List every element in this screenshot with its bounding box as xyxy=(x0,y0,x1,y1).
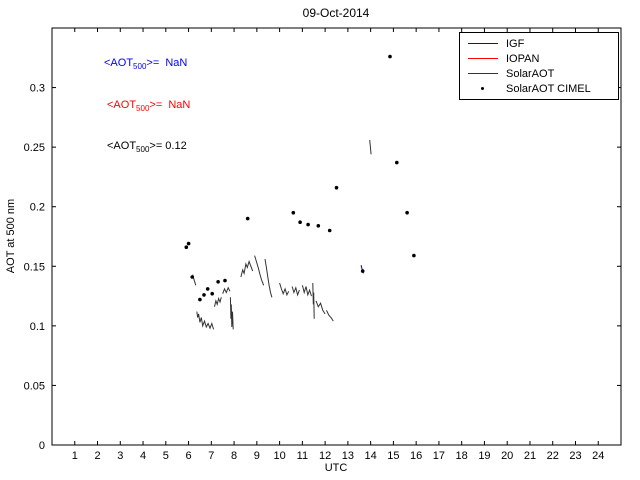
y-tick-label: 0.15 xyxy=(24,261,45,273)
solaraot-line-segment xyxy=(312,282,315,319)
x-tick-label: 18 xyxy=(456,450,468,462)
solaraot-cimel-point xyxy=(298,220,302,224)
x-tick-label: 19 xyxy=(478,450,490,462)
solaraot-line-segment xyxy=(291,286,300,297)
solaraot-line-segment xyxy=(279,282,290,297)
x-tick-label: 10 xyxy=(273,450,285,462)
solaraot-cimel-point xyxy=(205,287,210,291)
solaraot-cimel-point xyxy=(412,253,416,258)
legend-label: IOPAN xyxy=(506,52,540,65)
solaraot-line-segment xyxy=(222,286,231,294)
legend-item-solaraot: SolarAOT xyxy=(460,66,618,81)
x-tick-label: 8 xyxy=(231,450,237,462)
aot500-mean-annotation-solaraot: <AOT500>= 0.12 xyxy=(107,140,187,154)
annotation-value: >= NaN xyxy=(146,57,188,69)
solaraot-cimel-point xyxy=(291,210,296,215)
solaraot-cimel-point xyxy=(327,228,332,233)
solaraot-line-segment xyxy=(369,139,372,155)
legend-label: SolarAOT xyxy=(506,67,555,80)
solaraot-cimel-point xyxy=(210,291,214,296)
solaraot-line-segment xyxy=(315,300,326,315)
x-tick-label: 11 xyxy=(297,450,308,462)
axes-box xyxy=(51,27,622,446)
solaraot-cimel-point xyxy=(202,293,206,297)
y-tick-label: 0 xyxy=(39,440,45,452)
x-tick-label: 21 xyxy=(524,450,536,462)
solaraot-line-segment xyxy=(214,296,222,307)
annotation-text: <AOT xyxy=(107,99,137,111)
y-tick-label: 0.3 xyxy=(30,83,45,95)
solaraot-line-segment xyxy=(254,255,265,286)
solaraot-cimel-point xyxy=(186,241,191,246)
x-axis-label: UTC xyxy=(325,462,348,474)
x-tick-label: 5 xyxy=(163,450,169,462)
y-tick-label: 0.1 xyxy=(30,321,45,333)
x-tick-label: 20 xyxy=(501,450,513,462)
x-tick-label: 6 xyxy=(185,450,191,462)
legend-label: SolarAOT CIMEL xyxy=(506,82,591,95)
x-tick-label: 2 xyxy=(94,450,100,462)
solaraot-line-swatch xyxy=(468,73,498,74)
annotation-subscript: 500 xyxy=(136,104,150,114)
solaraot-line-segment xyxy=(196,311,215,330)
x-tick-label: 13 xyxy=(342,450,354,462)
y-axis-label: AOT at 500 nm xyxy=(5,199,17,273)
solaraot-cimel-point xyxy=(360,269,365,273)
legend-item-igf: IGF xyxy=(460,36,618,51)
x-tick-label: 1 xyxy=(72,450,78,462)
solaraot-cimel-point xyxy=(405,210,409,215)
x-tick-label: 15 xyxy=(387,450,399,462)
x-tick-label: 4 xyxy=(140,450,146,462)
annotation-text: <AOT xyxy=(104,57,134,69)
solaraot-line-segment xyxy=(326,310,334,322)
annotation-value: >= 0.12 xyxy=(149,140,187,152)
solaraot-cimel-point xyxy=(395,160,399,165)
solaraot-cimel-point xyxy=(334,185,339,190)
x-tick-label: 17 xyxy=(433,450,445,462)
solaraot-cimel-point xyxy=(190,275,194,279)
annotation-value: >= NaN xyxy=(149,99,191,111)
solaraot-cimel-point xyxy=(245,216,250,221)
x-tick-label: 16 xyxy=(410,450,422,462)
legend-label: IGF xyxy=(506,37,525,50)
plot-title: 09-Oct-2014 xyxy=(303,6,370,20)
x-tick-label: 22 xyxy=(547,450,559,462)
solaraot-cimel-point xyxy=(388,54,392,59)
x-tick-label: 24 xyxy=(592,450,604,462)
y-tick-label: 0.2 xyxy=(30,202,45,214)
legend: IGF IOPAN SolarAOT SolarAOT CIMEL xyxy=(459,32,619,100)
legend-item-solaraot-cimel: SolarAOT CIMEL xyxy=(460,81,618,96)
x-tick-label: 7 xyxy=(208,450,214,462)
x-tick-label: 23 xyxy=(569,450,581,462)
solaraot-line-segment xyxy=(264,259,273,298)
solaraot-cimel-point xyxy=(184,245,189,249)
solaraot-cimel-point xyxy=(306,222,310,227)
x-tick-label: 14 xyxy=(365,450,377,462)
solaraot-cimel-point xyxy=(223,278,227,283)
y-tick-label: 0.05 xyxy=(24,380,45,392)
solaraot-line-segment xyxy=(229,297,234,330)
igf-line-swatch xyxy=(468,43,498,44)
solaraot-cimel-point xyxy=(216,280,220,284)
solaraot-line-segment xyxy=(301,285,312,297)
cimel-dot-swatch xyxy=(481,87,484,90)
annotation-subscript: 500 xyxy=(133,62,147,72)
iopan-line-swatch xyxy=(468,58,498,59)
aot500-mean-annotation-igf: <AOT500>= NaN xyxy=(104,57,187,71)
x-tick-label: 9 xyxy=(254,450,260,462)
annotation-text: <AOT xyxy=(107,140,137,152)
y-tick-label: 0.25 xyxy=(24,142,45,154)
x-tick-label: 3 xyxy=(117,450,123,462)
x-tick-label: 12 xyxy=(319,450,331,462)
solaraot-cimel-point xyxy=(316,224,321,228)
annotation-subscript: 500 xyxy=(136,145,150,155)
aot500-mean-annotation-iopan: <AOT500>= NaN xyxy=(107,99,190,113)
solaraot-cimel-point xyxy=(198,297,202,302)
solaraot-line-segment xyxy=(240,259,254,278)
legend-item-iopan: IOPAN xyxy=(460,51,618,66)
